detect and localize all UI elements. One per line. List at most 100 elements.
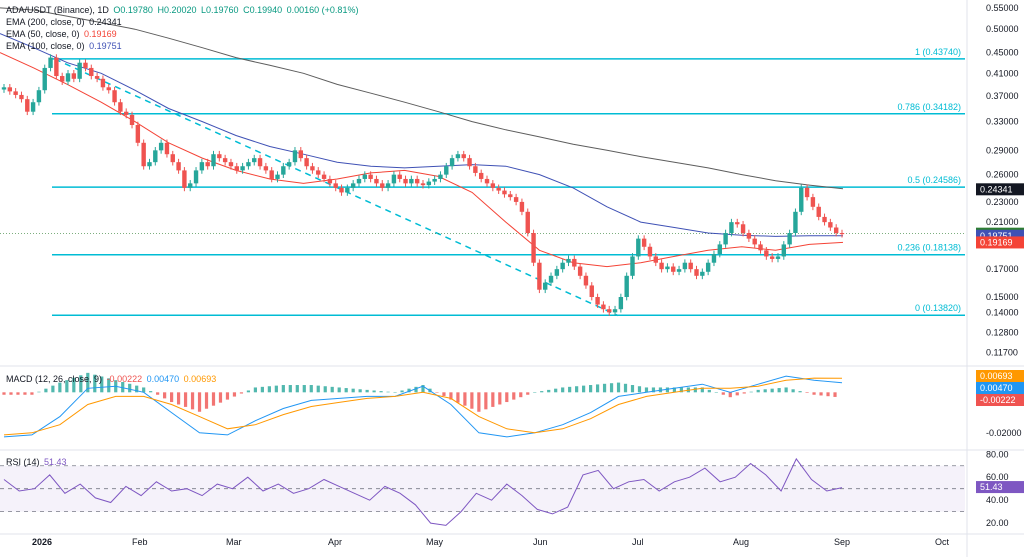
candle-body [298,150,303,159]
candle-body [397,174,402,179]
macd-histogram-bar [197,392,202,412]
candle-body [769,256,775,259]
macd-histogram-bar [51,385,55,393]
date-tick-label: Jul [632,537,644,547]
price-tag-label: 0.24341 [980,184,1013,194]
macd-histogram-bar [784,387,788,393]
candle-body [682,262,688,270]
macd-histogram-bar [812,392,816,395]
date-tick-label: May [426,537,444,547]
ema100-legend[interactable]: EMA (100, close, 0) 0.19751 [6,41,124,51]
symbol-label: ADA/USDT (Binance), 1D [6,5,109,15]
macd-histogram-bar [58,382,62,393]
candle-body [432,178,437,182]
macd-histogram-bar [128,383,132,393]
macd-histogram-bar [707,389,711,393]
macd-histogram-bar [281,385,285,393]
macd-legend[interactable]: MACD (12, 26, close, 9) -0.00222 0.00470… [6,374,218,384]
candle-body [48,57,53,68]
macd-histogram-bar [484,392,488,410]
date-tick-label: Aug [733,537,749,547]
macd-histogram-bar [665,387,670,393]
ema100-line [0,33,843,237]
candle-body [781,244,787,257]
macd-histogram-bar [149,391,153,393]
candle-body [554,269,560,276]
ema200-legend[interactable]: EMA (200, close, 0) 0.24341 [6,17,124,27]
candle-body [118,102,123,112]
macd-histogram-bar [344,388,348,393]
macd-tag [976,370,1024,382]
candle-body [129,114,135,125]
candle-body [671,266,676,272]
candle-body [799,187,804,212]
macd-histogram-bar [176,392,181,405]
macd-histogram-bar [714,392,718,393]
macd-histogram-bar [637,386,642,393]
candle-body [304,158,309,167]
rsi-legend[interactable]: RSI (14) 51.43 [6,457,69,467]
candle-body [723,233,728,245]
candle-body [106,87,111,91]
macd-histogram-bar [644,387,649,393]
macd-histogram-bar [805,392,809,393]
candle-body [222,158,228,163]
candle-body [543,282,548,290]
macd-histogram-bar [379,391,383,393]
candle-body [112,90,117,103]
fib-level-label: 0.5 (0.24586) [907,175,961,185]
rsi-tag-label: 51.43 [980,482,1003,492]
candle-body [577,266,583,276]
candle-body [502,190,507,195]
candle-body [83,62,88,68]
macd-histogram-bar [204,392,209,409]
candle-body [601,304,606,310]
rsi-tick-label: 40.00 [986,495,1009,505]
macd-histogram-bar [819,392,823,396]
price-tick-label: 0.23000 [986,197,1019,207]
macd-histogram-bar [721,392,725,395]
candle-body [548,275,554,283]
candle-body [560,262,565,270]
macd-histogram-bar [163,392,167,399]
candle-body [461,154,466,159]
candle-body [345,187,350,193]
candle-body [589,285,594,298]
candle-body [659,262,664,270]
macd-histogram-bar [700,387,704,393]
macd-histogram-bar [23,392,27,395]
fib-level-label: 1 (0.43740) [915,47,961,57]
macd-histogram-bar [672,387,676,393]
price-tick-label: 0.45000 [986,48,1019,58]
candle-body [711,253,717,263]
macd-line [3,375,843,438]
macd-histogram-bar [232,392,237,397]
macd-histogram-bar [512,392,516,400]
candle-body [350,183,356,188]
macd-signal-value: 0.00693 [183,374,217,384]
candle-body [409,178,414,184]
price-tick-label: 0.17000 [986,264,1019,274]
candle-body [508,194,513,198]
candle-body [810,197,816,207]
candle-body [478,172,484,179]
candle-body [30,102,36,112]
candle-body [624,275,629,298]
candle-body [25,99,30,112]
macd-histogram-bar [630,385,635,393]
macd-histogram-bar [30,392,34,395]
macd-hist-value: -0.00222 [106,374,143,384]
macd-histogram-bar [498,392,502,405]
ema50-legend[interactable]: EMA (50, close, 0) 0.19169 [6,29,119,39]
candle-body [153,150,158,163]
rsi-line [3,457,843,526]
candle-body [36,90,42,103]
candle-body [269,170,274,179]
macd-histogram-bar [274,385,278,393]
candle-body [583,275,589,286]
candle-body [385,183,391,188]
macd-histogram-bar [44,388,48,393]
candle-body [653,256,658,263]
price-tag [976,236,1024,249]
